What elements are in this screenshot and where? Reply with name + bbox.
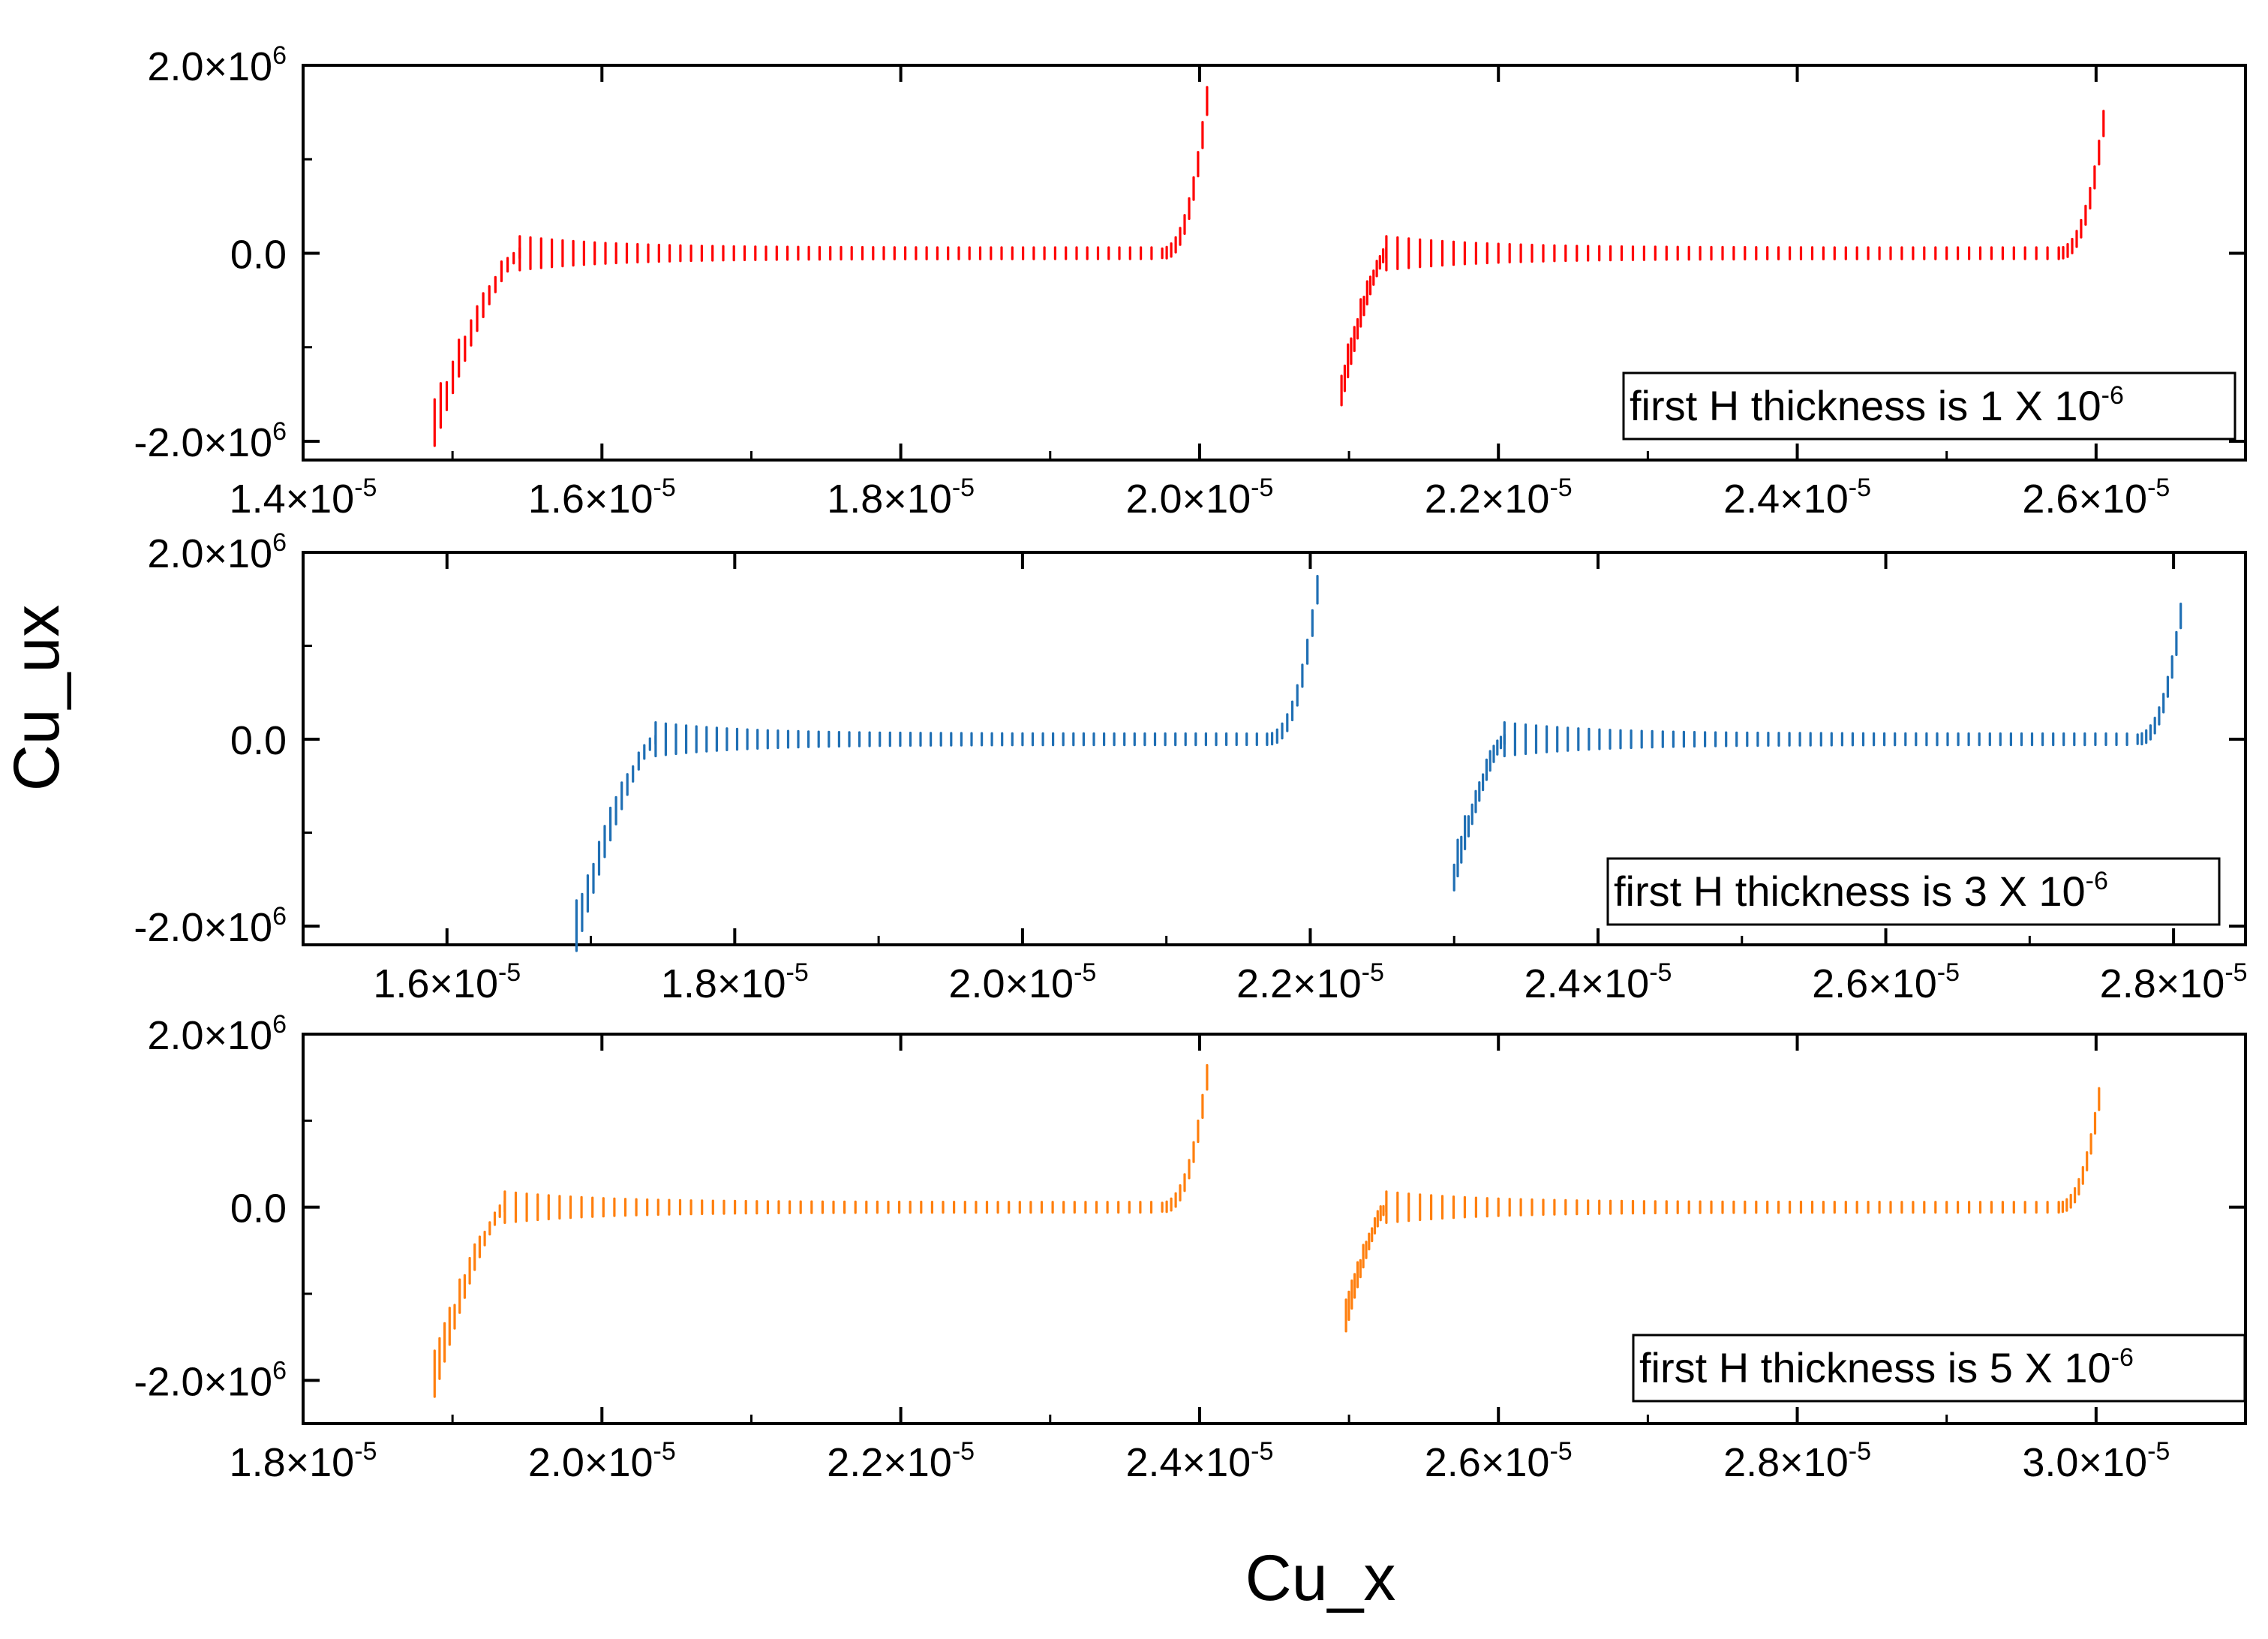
x-tick-label: 2.2×10-5 [1236,958,1384,1006]
x-tick-label: 2.8×10-5 [1723,1437,1871,1485]
x-axis-title: Cu_x [1245,1542,1396,1614]
scatter-series-orange [433,1063,2101,1398]
y-tick-label: 2.0×106 [147,528,287,576]
plot-frame [302,551,2247,946]
data-segment [433,86,1209,447]
x-tick-label: 1.6×10-5 [373,958,521,1006]
x-tick-label: 2.0×10-5 [1125,474,1273,522]
x-tick-label: 1.6×10-5 [528,474,676,522]
x-tick-label: 2.4×10-5 [1723,474,1871,522]
x-tick-label: 1.8×10-5 [661,958,809,1006]
x-tick-label: 3.0×10-5 [2022,1437,2170,1485]
data-segment [1340,110,2105,407]
y-tick-label: -2.0×106 [134,902,287,950]
scatter-series-blue [575,574,2182,952]
x-tick-label: 1.8×10-5 [827,474,975,522]
panel-3: 1.8×10-5 2.0×10-5 2.2×10-5 2.4×10-5 2.6×10-5… [134,1010,2247,1485]
axis-ticks: 1.4×10-5 1.6×10-5 1.8×10-5 2.0×10-5 2.2×10-5… [134,41,2245,522]
x-tick-label: 2.6×10-5 [1812,958,1960,1006]
panel-2: 1.6×10-5 1.8×10-5 2.0×10-5 2.2×10-5 2.4×10-5… [134,528,2247,1006]
plot-frame [302,64,2247,462]
x-tick-label: 2.6×10-5 [2022,474,2170,522]
scatter-series-red [433,86,2105,447]
y-tick-label: 2.0×106 [147,1010,287,1058]
data-segment [575,574,1319,952]
x-tick-label: 2.0×10-5 [528,1437,676,1485]
data-segment [433,1063,1209,1398]
x-tick-label: 2.4×10-5 [1525,958,1672,1006]
x-tick-label: 1.8×10-5 [230,1437,377,1485]
axis-ticks: 1.6×10-5 1.8×10-5 2.0×10-5 2.2×10-5 2.4×10-5… [134,528,2247,1006]
x-tick-label: 2.2×10-5 [827,1437,975,1485]
y-tick-label: -2.0×106 [134,1356,287,1404]
x-tick-label: 2.2×10-5 [1425,474,1573,522]
legend-label: first H thickness is 5 X 10-6 [1639,1343,2134,1391]
x-tick-label: 1.4×10-5 [230,474,377,522]
legend-box: first H thickness is 3 X 10-6 [1606,857,2221,926]
x-tick-label: 2.6×10-5 [1425,1437,1573,1485]
legend-label: first H thickness is 3 X 10-6 [1614,867,2108,915]
y-tick-label: 0.0 [230,718,287,763]
plot-frame [302,1033,2247,1425]
data-segment [1344,1087,2101,1333]
y-tick-label: -2.0×106 [134,417,287,465]
panel-1: 1.4×10-5 1.6×10-5 1.8×10-5 2.0×10-5 2.2×10-5… [134,41,2247,522]
x-tick-label: 2.0×10-5 [948,958,1096,1006]
axis-ticks: 1.8×10-5 2.0×10-5 2.2×10-5 2.4×10-5 2.6×10-5… [134,1010,2245,1485]
legend-box: first H thickness is 5 X 10-6 [1632,1334,2246,1403]
x-tick-label: 2.8×10-5 [2100,958,2248,1006]
x-tick-label: 2.4×10-5 [1125,1437,1273,1485]
y-tick-label: 2.0×106 [147,41,287,89]
y-tick-label: 0.0 [230,232,287,277]
data-segment [1452,602,2182,892]
y-axis-title: Cu_ux [1,605,73,792]
legend-label: first H thickness is 1 X 10-6 [1630,381,2124,429]
y-tick-label: 0.0 [230,1186,287,1232]
legend-box: first H thickness is 1 X 10-6 [1622,371,2236,441]
